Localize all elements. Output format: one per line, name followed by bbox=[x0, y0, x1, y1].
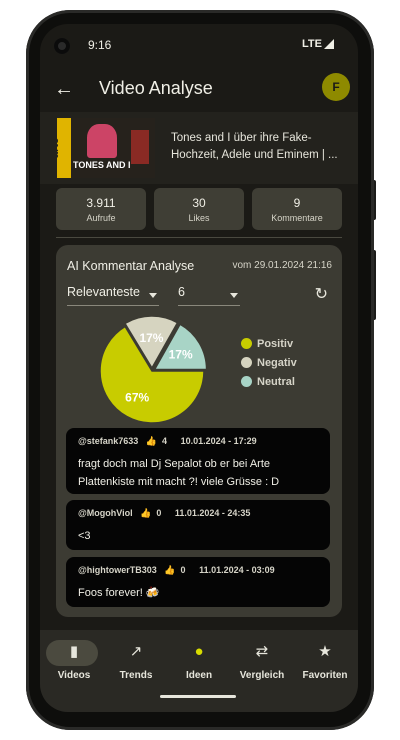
nav-favoriten[interactable]: ★ Favoriten bbox=[295, 640, 355, 681]
stat-views: 3.911 Aufrufe bbox=[56, 188, 146, 230]
active-indicator bbox=[46, 640, 98, 666]
app-bar: ← Video Analyse F bbox=[40, 68, 358, 112]
sentiment-pie-chart: 67% 17% 17% bbox=[99, 315, 208, 424]
pie-slice-neutral bbox=[153, 323, 208, 371]
comment-card[interactable]: @stefank7633 👍 4 10.01.2024 - 17:29 fragt… bbox=[66, 428, 330, 494]
nav-label: Trends bbox=[119, 670, 153, 681]
legend-swatch bbox=[241, 357, 252, 368]
legend-swatch bbox=[241, 338, 252, 349]
comment-text: <3 bbox=[78, 530, 91, 542]
signal-icon bbox=[324, 39, 334, 49]
stat-comments: 9 Kommentare bbox=[252, 188, 342, 230]
comment-likes: 0 bbox=[180, 565, 186, 575]
video-header[interactable]: arte TONES AND I Tones and I über ihre F… bbox=[40, 112, 358, 184]
back-arrow-icon[interactable]: ← bbox=[54, 78, 74, 100]
comment-author: @hightowerTB303 bbox=[78, 565, 157, 575]
sort-dropdown-value: Relevanteste bbox=[67, 285, 140, 299]
pie-label-negativ: 17% bbox=[139, 331, 163, 345]
legend-item: Positiv bbox=[241, 337, 297, 356]
count-dropdown-value: 6 bbox=[178, 285, 185, 299]
comment-likes: 4 bbox=[162, 436, 168, 446]
comment-header: @stefank7633 👍 4 10.01.2024 - 17:29 bbox=[78, 436, 262, 447]
chevron-down-icon bbox=[230, 293, 238, 298]
comment-author: @MogohViol bbox=[78, 508, 133, 518]
comment-likes: 0 bbox=[156, 508, 162, 518]
analysis-title: AI Kommentar Analyse bbox=[67, 259, 195, 273]
analysis-card: AI Kommentar Analyse vom 29.01.2024 21:1… bbox=[56, 245, 342, 617]
sort-dropdown[interactable]: Relevanteste bbox=[67, 285, 159, 306]
comment-text: fragt doch mal Dj Sepalot ob er bei Arte… bbox=[78, 458, 280, 488]
pie-label-positiv: 67% bbox=[125, 390, 149, 404]
arte-logo: arte bbox=[57, 118, 71, 178]
legend-label: Positiv bbox=[257, 338, 294, 350]
network-type: LTE bbox=[302, 38, 322, 50]
comment-author: @stefank7633 bbox=[78, 436, 139, 446]
nav-label: Vergleich bbox=[239, 670, 285, 681]
comment-text: Foos forever! 🍻 bbox=[78, 587, 160, 599]
stats-row: 3.911 Aufrufe 30 Likes 9 Kommentare bbox=[56, 184, 342, 232]
power-button bbox=[372, 180, 376, 220]
thumbs-up-icon: 👍 bbox=[164, 565, 176, 575]
legend-label: Neutral bbox=[257, 376, 295, 388]
compare-icon: ⇄ bbox=[255, 643, 269, 660]
chevron-down-icon bbox=[149, 293, 157, 298]
stat-label: Aufrufe bbox=[86, 213, 116, 223]
star-icon: ★ bbox=[318, 643, 332, 660]
pie-slice-positiv bbox=[99, 325, 205, 424]
analysis-date: vom 29.01.2024 21:16 bbox=[232, 260, 332, 271]
nav-vergleich[interactable]: ⇄ Vergleich bbox=[232, 640, 292, 681]
comment-date: 11.01.2024 - 24:35 bbox=[174, 508, 251, 518]
count-dropdown[interactable]: 6 bbox=[178, 285, 240, 306]
stat-value: 30 bbox=[192, 196, 206, 210]
video-thumbnail[interactable]: arte TONES AND I bbox=[57, 118, 155, 178]
thumbnail-person bbox=[87, 124, 117, 158]
stat-value: 9 bbox=[293, 196, 301, 210]
divider bbox=[56, 237, 342, 238]
screen: 9:16 LTE ← Video Analyse F arte TONES AN… bbox=[40, 24, 358, 712]
volume-button bbox=[372, 250, 376, 320]
legend-swatch bbox=[241, 376, 252, 387]
chart-legend: Positiv Negativ Neutral bbox=[241, 337, 297, 394]
bottom-navigation: ▮ Videos ↗ Trends ● Ideen ⇄ Vergleich ★ … bbox=[40, 630, 358, 712]
thumbs-up-icon: 👍 bbox=[140, 508, 152, 518]
lightbulb-icon: ● bbox=[194, 643, 204, 660]
comment-date: 10.01.2024 - 17:29 bbox=[180, 436, 257, 446]
legend-item: Neutral bbox=[241, 375, 297, 394]
status-bar: 9:16 LTE bbox=[40, 24, 358, 66]
comment-card[interactable]: @hightowerTB303 👍 0 11.01.2024 - 03:09 Fo… bbox=[66, 557, 330, 607]
nav-ideen[interactable]: ● Ideen bbox=[169, 640, 229, 681]
nav-trends[interactable]: ↗ Trends bbox=[106, 640, 166, 681]
refresh-icon[interactable]: ↻ bbox=[314, 286, 328, 303]
thumbnail-caption: TONES AND I bbox=[73, 160, 131, 170]
pie-label-neutral: 17% bbox=[169, 347, 193, 361]
video-title: Tones and I über ihre Fake-Hochzeit, Ade… bbox=[171, 132, 338, 161]
nav-label: Videos bbox=[57, 670, 91, 681]
nav-videos[interactable]: ▮ Videos bbox=[44, 640, 104, 681]
legend-label: Negativ bbox=[257, 357, 297, 369]
trending-up-icon: ↗ bbox=[129, 643, 143, 660]
comment-header: @hightowerTB303 👍 0 11.01.2024 - 03:09 bbox=[78, 565, 280, 576]
pie-slice-negativ bbox=[123, 315, 179, 370]
status-time: 9:16 bbox=[88, 38, 112, 52]
home-indicator bbox=[160, 695, 236, 698]
thumbnail-decoration bbox=[131, 130, 149, 164]
comment-date: 11.01.2024 - 03:09 bbox=[199, 565, 275, 575]
nav-label: Ideen bbox=[185, 670, 213, 681]
stat-label: Likes bbox=[188, 213, 210, 223]
stat-likes: 30 Likes bbox=[154, 188, 244, 230]
stat-value: 3.911 bbox=[86, 196, 116, 210]
thumbs-up-icon: 👍 bbox=[145, 436, 158, 446]
nav-label: Favoriten bbox=[302, 670, 348, 681]
stat-label: Kommentare bbox=[271, 213, 323, 223]
front-camera bbox=[54, 38, 70, 54]
clapperboard-icon: ▮ bbox=[69, 643, 79, 660]
page-title: Video Analyse bbox=[99, 78, 213, 98]
comment-header: @MogohViol 👍 0 11.01.2024 - 24:35 bbox=[78, 508, 255, 519]
avatar[interactable]: F bbox=[322, 73, 350, 101]
legend-item: Negativ bbox=[241, 356, 297, 375]
comment-card[interactable]: @MogohViol 👍 0 11.01.2024 - 24:35 <3 bbox=[66, 500, 330, 550]
